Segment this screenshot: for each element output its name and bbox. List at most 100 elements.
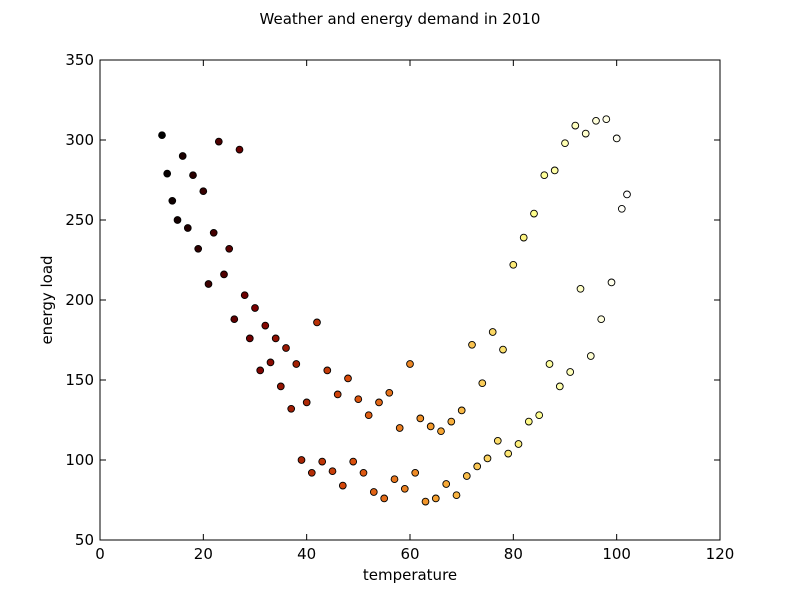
scatter-point [406,360,414,368]
y-tick-label: 300 [65,131,94,149]
scatter-point [297,456,306,464]
x-tick-label: 120 [706,545,735,563]
scatter-point [235,145,244,154]
scatter-point [261,321,270,330]
scatter-point [390,475,399,484]
scatter-point [380,494,389,503]
scatter-point [602,115,611,124]
scatter-point [189,171,197,180]
scatter-point [328,467,337,476]
points-layer [158,115,631,506]
scatter-point [349,457,358,466]
scatter-point [178,152,187,160]
scatter-point [276,382,285,391]
ticks-layer: 0 20 40 60 80 100 120 50 100 150 200 250 300 350 [65,51,734,563]
scatter-point [214,137,223,146]
scatter-point [354,395,363,404]
scatter-point [488,328,497,336]
scatter-point [612,134,621,143]
y-tick-label: 350 [65,51,94,69]
scatter-point [292,360,301,368]
scatter-point [550,166,559,175]
scatter-point [571,121,580,130]
scatter-point [597,315,606,324]
x-tick-label: 20 [194,545,213,563]
scatter-point [607,278,616,287]
scatter-point [209,228,218,237]
scatter-point [369,488,378,496]
scatter-point [468,340,476,349]
scatter-point [555,382,564,391]
y-axis-title: energy load [38,255,56,344]
scatter-point [483,454,492,463]
scatter-point [442,480,451,488]
scatter-point [561,139,569,148]
scatter-point [411,468,420,477]
scatter-point [183,224,192,232]
scatter-point [514,440,523,448]
scatter-point [266,358,275,367]
scatter-point [530,209,538,218]
scatter-point [452,491,461,500]
scatter-point [230,315,239,324]
scatter-point [375,398,383,407]
scatter-point [421,497,430,506]
scatter-point [344,374,352,383]
x-tick-label: 40 [297,545,316,563]
scatter-point [493,436,502,445]
scatter-point [287,404,296,413]
scatter-point [581,129,590,138]
scatter-point [509,260,518,269]
y-tick-label: 100 [65,451,94,469]
scatter-point [499,345,507,354]
y-tick-label: 150 [65,371,94,389]
scatter-point [447,417,456,426]
scatter-point [457,406,466,415]
scatter-point [271,334,280,343]
y-tick-label: 200 [65,291,94,309]
scatter-point [359,468,368,477]
y-tick-label: 50 [75,531,94,549]
scatter-point [519,233,528,242]
y-tick-label: 250 [65,211,94,229]
chart-title: Weather and energy demand in 2010 [260,10,541,28]
scatter-point [617,204,626,213]
scatter-point [576,284,585,293]
scatter-point [426,422,435,431]
scatter-point [338,481,347,490]
scatter-point [158,131,166,140]
scatter-point [437,427,445,436]
scatter-point [416,414,425,423]
scatter-point [163,169,172,178]
scatter-point [225,244,234,253]
scatter-point [307,468,316,477]
scatter-point [385,388,394,397]
scatter-point [504,449,513,458]
scatter-point [302,398,311,407]
scatter-point [323,366,332,375]
scatter-point [256,366,265,375]
scatter-point [586,352,595,360]
scatter-point [540,171,549,180]
scatter-point [431,494,440,503]
scatter-point [194,244,203,253]
scatter-point [220,270,228,279]
scatter-point [535,411,544,420]
scatter-point [282,344,290,352]
scatter-point [245,334,254,343]
x-tick-label: 100 [602,545,631,563]
scatter-point [204,280,213,288]
scatter-point [251,304,259,312]
scatter-point [240,291,249,300]
scatter-point [364,411,373,420]
scatter-point [400,484,409,493]
x-axis-title: temperature [363,566,457,584]
x-tick-label: 0 [95,545,105,563]
scatter-point [199,187,208,196]
scatter-point [318,457,327,466]
scatter-point [524,417,533,426]
scatter-point [462,472,471,480]
scatter-point [313,318,321,327]
